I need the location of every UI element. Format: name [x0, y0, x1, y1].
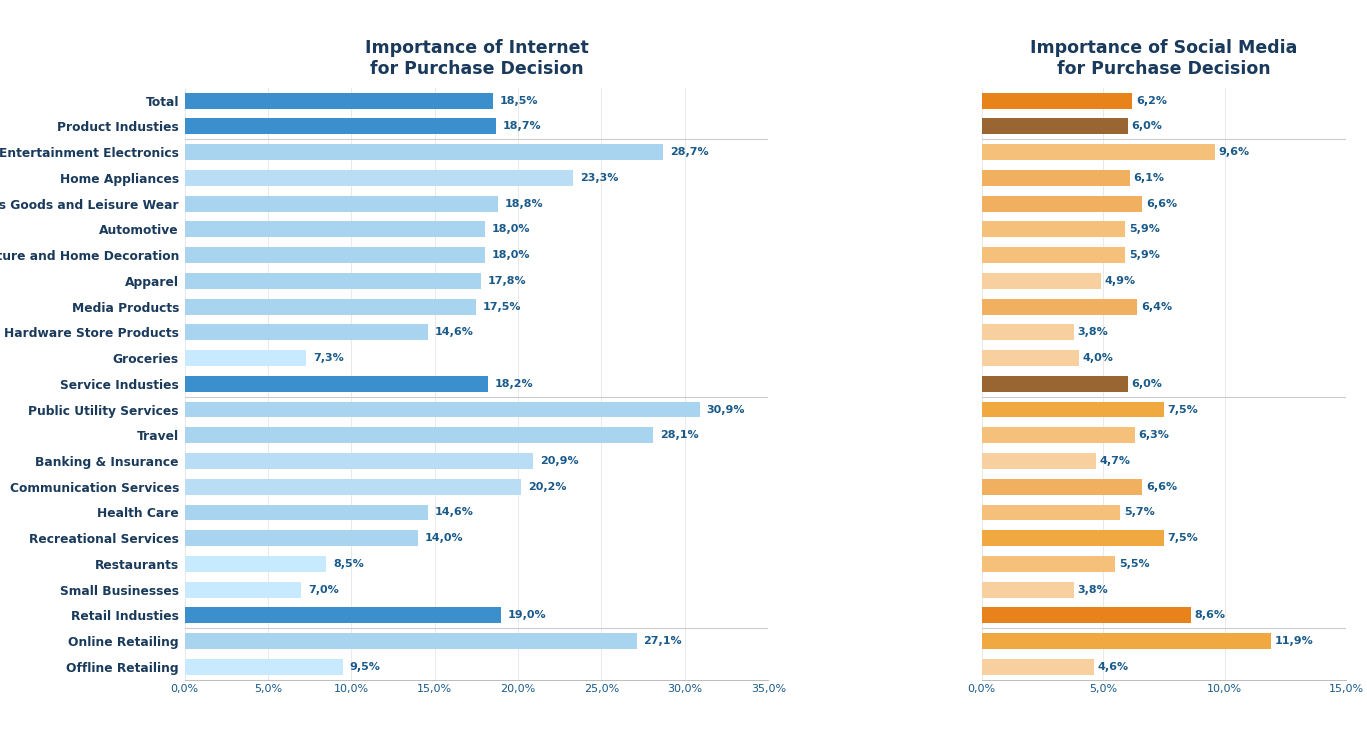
- Text: 17,8%: 17,8%: [488, 276, 526, 286]
- Text: 23,3%: 23,3%: [580, 173, 618, 183]
- Text: 17,5%: 17,5%: [483, 302, 522, 311]
- Bar: [982, 633, 1271, 649]
- Bar: [982, 273, 1100, 289]
- Bar: [982, 428, 1135, 443]
- Text: 5,9%: 5,9%: [1129, 224, 1159, 235]
- Text: 18,2%: 18,2%: [495, 379, 533, 389]
- Text: 28,7%: 28,7%: [670, 147, 708, 157]
- Bar: [982, 93, 1132, 109]
- Text: 19,0%: 19,0%: [509, 610, 547, 621]
- Bar: [982, 376, 1128, 392]
- Text: 11,9%: 11,9%: [1275, 636, 1314, 646]
- Title: Importance of Social Media
for Purchase Decision: Importance of Social Media for Purchase …: [1031, 39, 1297, 77]
- Bar: [185, 479, 521, 495]
- Bar: [185, 93, 493, 109]
- Text: 6,1%: 6,1%: [1133, 173, 1165, 183]
- Bar: [185, 633, 637, 649]
- Text: 4,9%: 4,9%: [1105, 276, 1136, 286]
- Text: 5,5%: 5,5%: [1120, 559, 1150, 569]
- Bar: [185, 376, 488, 392]
- Text: 6,2%: 6,2%: [1136, 96, 1167, 105]
- Bar: [185, 556, 327, 572]
- Bar: [185, 298, 477, 314]
- Text: 6,0%: 6,0%: [1132, 121, 1162, 132]
- Bar: [982, 659, 1094, 675]
- Text: 18,0%: 18,0%: [491, 224, 530, 235]
- Bar: [982, 504, 1121, 520]
- Text: 6,0%: 6,0%: [1132, 379, 1162, 389]
- Text: 27,1%: 27,1%: [644, 636, 682, 646]
- Bar: [185, 659, 343, 675]
- Bar: [982, 196, 1143, 211]
- Bar: [185, 582, 301, 598]
- Bar: [982, 247, 1125, 263]
- Text: 5,7%: 5,7%: [1124, 507, 1155, 518]
- Bar: [982, 556, 1115, 572]
- Bar: [185, 530, 418, 546]
- Bar: [185, 247, 485, 263]
- Text: 4,7%: 4,7%: [1099, 456, 1131, 466]
- Text: 8,5%: 8,5%: [334, 559, 364, 569]
- Text: 20,9%: 20,9%: [540, 456, 578, 466]
- Text: 3,8%: 3,8%: [1077, 585, 1109, 595]
- Text: 7,5%: 7,5%: [1167, 533, 1199, 543]
- Text: 14,6%: 14,6%: [435, 507, 473, 518]
- Text: 6,6%: 6,6%: [1146, 482, 1177, 492]
- Text: 9,6%: 9,6%: [1219, 147, 1249, 157]
- Bar: [982, 325, 1074, 340]
- Bar: [982, 170, 1131, 186]
- Text: 20,2%: 20,2%: [528, 482, 566, 492]
- Bar: [982, 144, 1215, 160]
- Bar: [982, 350, 1079, 366]
- Bar: [185, 607, 502, 624]
- Text: 4,0%: 4,0%: [1083, 353, 1114, 363]
- Bar: [185, 350, 306, 366]
- Bar: [185, 118, 496, 135]
- Text: 18,0%: 18,0%: [491, 250, 530, 260]
- Text: 6,3%: 6,3%: [1139, 431, 1169, 440]
- Text: 14,6%: 14,6%: [435, 327, 473, 337]
- Bar: [982, 401, 1165, 417]
- Bar: [982, 530, 1165, 546]
- Bar: [982, 582, 1074, 598]
- Title: Importance of Internet
for Purchase Decision: Importance of Internet for Purchase Deci…: [365, 39, 588, 77]
- Text: 28,1%: 28,1%: [660, 431, 699, 440]
- Bar: [982, 118, 1128, 135]
- Bar: [982, 479, 1143, 495]
- Text: 6,4%: 6,4%: [1141, 302, 1172, 311]
- Text: 18,7%: 18,7%: [503, 121, 541, 132]
- Bar: [185, 221, 485, 238]
- Bar: [185, 428, 653, 443]
- Bar: [185, 401, 700, 417]
- Bar: [185, 504, 428, 520]
- Text: 14,0%: 14,0%: [425, 533, 463, 543]
- Bar: [982, 221, 1125, 238]
- Text: 8,6%: 8,6%: [1195, 610, 1225, 621]
- Text: 6,6%: 6,6%: [1146, 199, 1177, 208]
- Text: 7,5%: 7,5%: [1167, 404, 1199, 414]
- Bar: [185, 196, 498, 211]
- Text: 18,5%: 18,5%: [500, 96, 539, 105]
- Text: 4,6%: 4,6%: [1098, 662, 1128, 672]
- Bar: [185, 325, 428, 340]
- Bar: [982, 298, 1137, 314]
- Bar: [185, 170, 573, 186]
- Text: 3,8%: 3,8%: [1077, 327, 1109, 337]
- Bar: [982, 607, 1191, 624]
- Text: 30,9%: 30,9%: [707, 404, 745, 414]
- Bar: [982, 453, 1096, 469]
- Bar: [185, 273, 481, 289]
- Text: 5,9%: 5,9%: [1129, 250, 1159, 260]
- Text: 18,8%: 18,8%: [504, 199, 543, 208]
- Bar: [185, 144, 663, 160]
- Text: 9,5%: 9,5%: [350, 662, 380, 672]
- Bar: [185, 453, 533, 469]
- Text: 7,3%: 7,3%: [313, 353, 343, 363]
- Text: 7,0%: 7,0%: [308, 585, 339, 595]
